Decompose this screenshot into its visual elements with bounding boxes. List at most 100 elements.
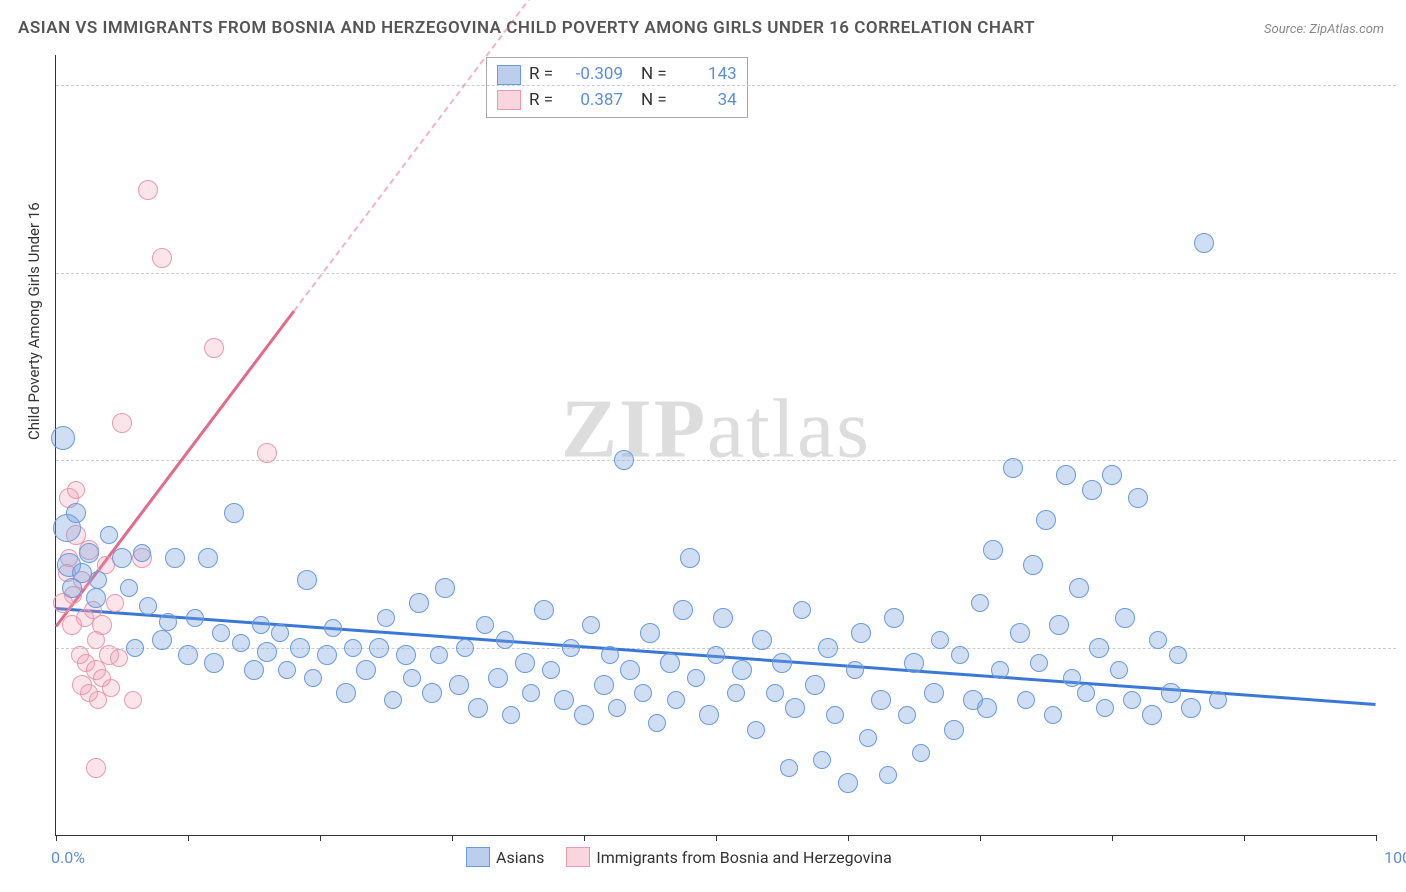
data-point-a bbox=[680, 548, 700, 568]
data-point-a bbox=[542, 661, 560, 679]
data-point-b bbox=[152, 248, 172, 268]
data-point-a bbox=[898, 706, 916, 724]
data-point-a bbox=[244, 660, 264, 680]
data-point-a bbox=[785, 698, 805, 718]
data-point-a bbox=[126, 639, 144, 657]
data-point-a bbox=[165, 548, 185, 568]
data-point-a bbox=[1142, 705, 1162, 725]
data-point-a bbox=[1102, 465, 1122, 485]
data-point-a bbox=[409, 593, 429, 613]
data-point-a bbox=[120, 579, 138, 597]
data-point-a bbox=[89, 571, 107, 589]
source-attribution: Source: ZipAtlas.com bbox=[1264, 22, 1384, 37]
data-point-a bbox=[838, 773, 858, 793]
data-point-a bbox=[713, 608, 733, 628]
data-point-a bbox=[780, 759, 798, 777]
data-point-a bbox=[859, 729, 877, 747]
data-point-a bbox=[1194, 233, 1214, 253]
x-tick bbox=[320, 835, 321, 841]
data-point-b bbox=[124, 691, 142, 709]
data-point-a bbox=[640, 623, 660, 643]
x-tick bbox=[980, 835, 981, 841]
data-point-a bbox=[186, 609, 204, 627]
data-point-a bbox=[826, 706, 844, 724]
data-point-a bbox=[805, 675, 825, 695]
data-point-a bbox=[396, 645, 416, 665]
data-point-a bbox=[1169, 646, 1187, 664]
data-point-a bbox=[727, 684, 745, 702]
data-point-a bbox=[1161, 683, 1181, 703]
y-tick-label: 25.0% bbox=[1386, 451, 1406, 469]
data-point-a bbox=[356, 660, 376, 680]
data-point-a bbox=[297, 570, 317, 590]
data-point-a bbox=[515, 653, 535, 673]
data-point-a bbox=[707, 646, 725, 664]
data-point-a bbox=[1010, 623, 1030, 643]
data-point-a bbox=[257, 642, 277, 662]
data-point-a bbox=[456, 639, 474, 657]
data-point-a bbox=[79, 543, 99, 563]
y-axis-title: Child Poverty Among Girls Under 16 bbox=[25, 202, 43, 440]
y-tick-label: 50.0% bbox=[1386, 76, 1406, 94]
x-tick bbox=[716, 835, 717, 841]
data-point-a bbox=[1181, 698, 1201, 718]
data-point-b bbox=[112, 413, 132, 433]
data-point-a bbox=[1209, 691, 1227, 709]
data-point-a bbox=[554, 690, 574, 710]
data-point-b bbox=[106, 594, 124, 612]
data-point-a bbox=[884, 608, 904, 628]
gridline bbox=[56, 85, 1396, 86]
data-point-a bbox=[601, 646, 619, 664]
data-point-b bbox=[110, 649, 128, 667]
data-point-a bbox=[818, 638, 838, 658]
stats-row-a: R = -0.309 N = 143 bbox=[497, 62, 737, 88]
data-point-a bbox=[1082, 480, 1102, 500]
data-point-a bbox=[1069, 578, 1089, 598]
x-tick bbox=[1376, 835, 1377, 841]
data-point-a bbox=[100, 526, 118, 544]
data-point-a bbox=[594, 675, 614, 695]
data-point-a bbox=[502, 706, 520, 724]
data-point-a bbox=[793, 601, 811, 619]
data-point-a bbox=[944, 720, 964, 740]
data-point-a bbox=[435, 578, 455, 598]
data-point-a bbox=[1056, 465, 1076, 485]
x-tick bbox=[188, 835, 189, 841]
data-point-a bbox=[1089, 638, 1109, 658]
data-point-a bbox=[271, 624, 289, 642]
data-point-a bbox=[252, 616, 270, 634]
legend-swatch-b-icon bbox=[566, 847, 590, 867]
data-point-a bbox=[534, 600, 554, 620]
data-point-a bbox=[1149, 631, 1167, 649]
data-point-a bbox=[496, 631, 514, 649]
data-point-a bbox=[1110, 661, 1128, 679]
data-point-a bbox=[290, 638, 310, 658]
data-point-a bbox=[614, 450, 634, 470]
data-point-a bbox=[198, 548, 218, 568]
data-point-a bbox=[112, 548, 132, 568]
legend-item-b: Immigrants from Bosnia and Herzegovina bbox=[566, 847, 891, 867]
data-point-a bbox=[846, 661, 864, 679]
data-point-a bbox=[86, 588, 106, 608]
data-point-a bbox=[344, 639, 362, 657]
data-point-a bbox=[977, 698, 997, 718]
data-point-b bbox=[86, 758, 106, 778]
data-point-a bbox=[449, 675, 469, 695]
stats-box: R = -0.309 N = 143 R = 0.387 N = 34 bbox=[486, 57, 748, 118]
data-point-b bbox=[257, 443, 277, 463]
x-tick bbox=[1112, 835, 1113, 841]
data-point-a bbox=[1030, 654, 1048, 672]
swatch-b-icon bbox=[497, 90, 521, 110]
data-point-a bbox=[983, 540, 1003, 560]
data-point-a bbox=[766, 684, 784, 702]
data-point-a bbox=[336, 683, 356, 703]
data-point-a bbox=[377, 609, 395, 627]
data-point-b bbox=[102, 679, 120, 697]
data-point-a bbox=[1063, 669, 1081, 687]
data-point-a bbox=[51, 426, 75, 450]
data-point-a bbox=[732, 660, 752, 680]
data-point-a bbox=[634, 684, 652, 702]
data-point-a bbox=[871, 690, 891, 710]
data-point-a bbox=[574, 705, 594, 725]
legend-item-a: Asians bbox=[466, 847, 544, 867]
